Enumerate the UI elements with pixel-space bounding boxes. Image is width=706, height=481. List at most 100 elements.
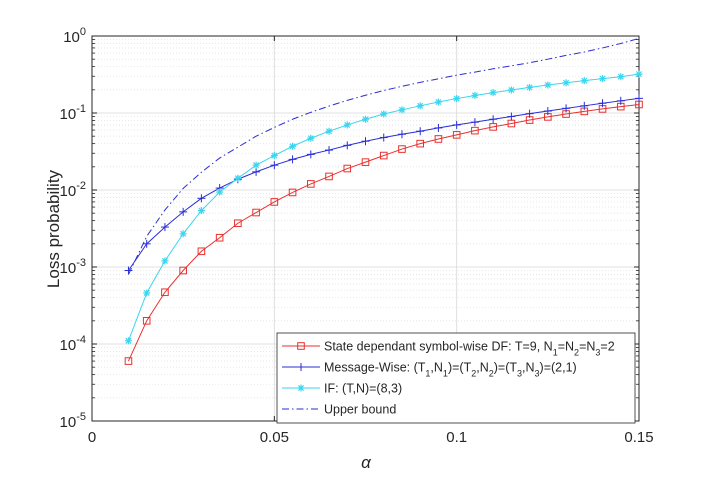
data-point-star — [489, 89, 497, 97]
tick-labels: 100 10-1 10-2 10-3 10-4 10-50 0.05 0.1 0.15 — [60, 26, 654, 446]
legend-item-state-dependant: State dependant symbol-wise DF: T=9, N1=… — [282, 340, 615, 358]
data-point-star — [380, 110, 388, 118]
data-point-star — [252, 161, 260, 169]
data-point-star — [562, 79, 570, 87]
data-point-star — [234, 174, 242, 182]
data-point-star — [362, 115, 369, 123]
data-point-square — [215, 233, 224, 242]
data-point-star — [544, 81, 552, 89]
axis-ticks — [91, 35, 640, 422]
data-point-square — [452, 131, 461, 139]
data-point-star — [270, 152, 278, 160]
legend-label: Upper bound — [324, 403, 396, 417]
series-layer — [124, 37, 643, 365]
data-point-star — [297, 384, 305, 392]
data-point-plus — [288, 155, 297, 164]
star-d2 — [526, 84, 533, 91]
data-point-square — [197, 247, 206, 256]
data-point-plus — [580, 101, 589, 110]
x-axis-label: α — [361, 453, 372, 472]
data-point-plus — [562, 104, 571, 113]
star-d2 — [253, 162, 260, 169]
data-point-star — [471, 91, 479, 99]
series-state-dependant — [124, 100, 643, 365]
star-d2 — [508, 86, 515, 94]
star-d2 — [398, 106, 405, 113]
data-point-plus — [270, 161, 279, 170]
data-point-plus — [306, 150, 315, 159]
data-point-square — [343, 164, 352, 173]
data-point-plus — [543, 107, 552, 116]
star-d2 — [635, 71, 643, 78]
data-point-star — [416, 102, 424, 110]
legend-box — [276, 332, 636, 424]
data-point-star — [343, 121, 351, 129]
star-d2 — [380, 110, 387, 118]
data-point-plus — [179, 207, 188, 216]
data-point-star — [289, 142, 297, 150]
legend-item-if: IF: (T,N)=(8,3) — [282, 382, 402, 396]
star-d2 — [180, 230, 187, 237]
data-point-plus — [343, 141, 352, 150]
star-d2 — [417, 102, 424, 109]
data-point-plus — [416, 127, 425, 136]
series-upper-bound — [128, 37, 640, 275]
data-point-plus — [489, 115, 498, 124]
data-point-plus — [470, 118, 479, 127]
star-d2 — [271, 152, 278, 159]
data-point-star — [325, 127, 333, 135]
legend-label: Message-Wise: (T1,N1)=(T2,N2)=(T3,N3)=(2… — [324, 361, 577, 379]
data-point-star — [580, 77, 588, 85]
data-point-plus — [297, 363, 305, 371]
data-point-star — [617, 73, 625, 81]
data-point-plus — [160, 223, 169, 232]
star-d2 — [234, 175, 241, 182]
data-point-star — [526, 83, 534, 91]
star-d2 — [307, 135, 314, 142]
data-point-star — [307, 134, 315, 142]
data-point-plus — [525, 109, 534, 118]
data-point-star — [179, 230, 187, 238]
star-d2 — [326, 128, 333, 135]
star-d2 — [362, 116, 369, 123]
data-point-square — [489, 123, 497, 131]
series-line-message-wise — [128, 97, 640, 271]
series-line-state-dependant — [128, 103, 640, 362]
data-point-star — [434, 98, 442, 106]
star-d2 — [581, 77, 588, 84]
data-point-star — [143, 289, 151, 297]
star-d2 — [161, 257, 168, 264]
x-tick-label: 0 — [88, 429, 96, 446]
y-tick-label: 10-2 — [60, 180, 86, 200]
data-point-square — [434, 135, 443, 143]
data-point-square — [252, 208, 260, 217]
star-d2 — [216, 189, 223, 196]
star-d2 — [344, 121, 351, 128]
star-d2 — [143, 289, 150, 296]
data-point-plus — [397, 130, 406, 139]
data-point-star — [124, 337, 132, 345]
data-point-square — [307, 180, 315, 188]
star-d2 — [125, 337, 132, 344]
data-point-square — [288, 188, 297, 197]
data-point-star — [216, 188, 224, 196]
y-tick-label: 10-3 — [60, 257, 86, 277]
legend-item-message-wise: Message-Wise: (T1,N1)=(T2,N2)=(T3,N3)=(2… — [282, 361, 577, 379]
data-point-star — [507, 86, 515, 94]
y-tick-label: 10-5 — [60, 411, 86, 431]
legend-label: State dependant symbol-wise DF: T=9, N1=… — [324, 340, 615, 358]
star-d2 — [544, 81, 551, 89]
data-point-plus — [197, 194, 206, 203]
data-point-plus — [635, 94, 643, 103]
data-point-square — [471, 126, 479, 135]
data-point-plus — [361, 137, 370, 146]
star-d2 — [435, 98, 442, 106]
star-d2 — [297, 384, 305, 392]
data-point-star — [398, 106, 406, 114]
data-point-plus — [252, 167, 261, 176]
data-point-plus — [142, 239, 151, 248]
star-d2 — [563, 79, 570, 86]
y-tick-label: 10-4 — [60, 334, 86, 354]
data-point-plus — [452, 120, 461, 129]
legend: State dependant symbol-wise DF: T=9, N1=… — [276, 332, 636, 424]
